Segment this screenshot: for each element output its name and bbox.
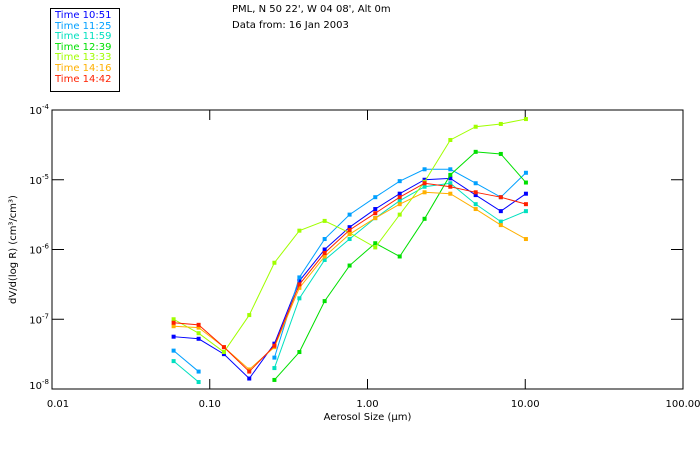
series-line: [173, 182, 527, 373]
y-axis-label: dV/d(log R) (cm³/cm³): [8, 195, 19, 304]
legend-entry: Time 10:51: [55, 10, 112, 21]
series-line: [274, 151, 527, 381]
chart-subtitle: Data from: 16 Jan 2003: [232, 20, 349, 31]
x-tick-label: 10.00: [511, 399, 540, 410]
series-line: [173, 350, 199, 372]
series-line: [173, 191, 527, 371]
y-tick-label: 10-5: [29, 173, 49, 187]
series-3: [272, 149, 528, 382]
series-line: [173, 177, 527, 380]
legend-entry: Time 14:16: [55, 62, 112, 74]
x-tick-label: 0.10: [199, 399, 221, 410]
legend-entry: Time 13:33: [55, 52, 112, 64]
y-tick-label: 10-6: [29, 243, 49, 257]
x-axis-label: Aerosol Size (µm): [324, 412, 412, 423]
series-line: [273, 168, 527, 358]
y-tick-label: 10-8: [29, 378, 49, 392]
legend-entry: Time 11:59: [55, 31, 112, 43]
series-5: [171, 190, 528, 372]
legend: Time 10:51 Time 11:25 Time 11:59 Time 12:39…: [50, 8, 120, 92]
legend-entry: Time 14:42: [55, 73, 112, 85]
chart-title: PML, N 50 22', W 04 08', Alt 0m: [232, 4, 391, 15]
x-tick-label: 1.00: [356, 399, 378, 410]
series-2: [171, 181, 528, 385]
x-tick-label: 0.01: [47, 399, 69, 410]
y-tick-label: 10-7: [29, 312, 49, 326]
legend-entry: Time 11:25: [55, 20, 112, 32]
series-6: [171, 181, 528, 374]
x-tick-label: 100.00: [666, 399, 700, 410]
series-line: [273, 182, 527, 369]
y-tick-label: 10-4: [29, 103, 49, 117]
series-line: [173, 360, 199, 383]
legend-entry: Time 12:39: [55, 41, 112, 53]
series-1: [171, 167, 528, 374]
series-0: [171, 176, 528, 381]
